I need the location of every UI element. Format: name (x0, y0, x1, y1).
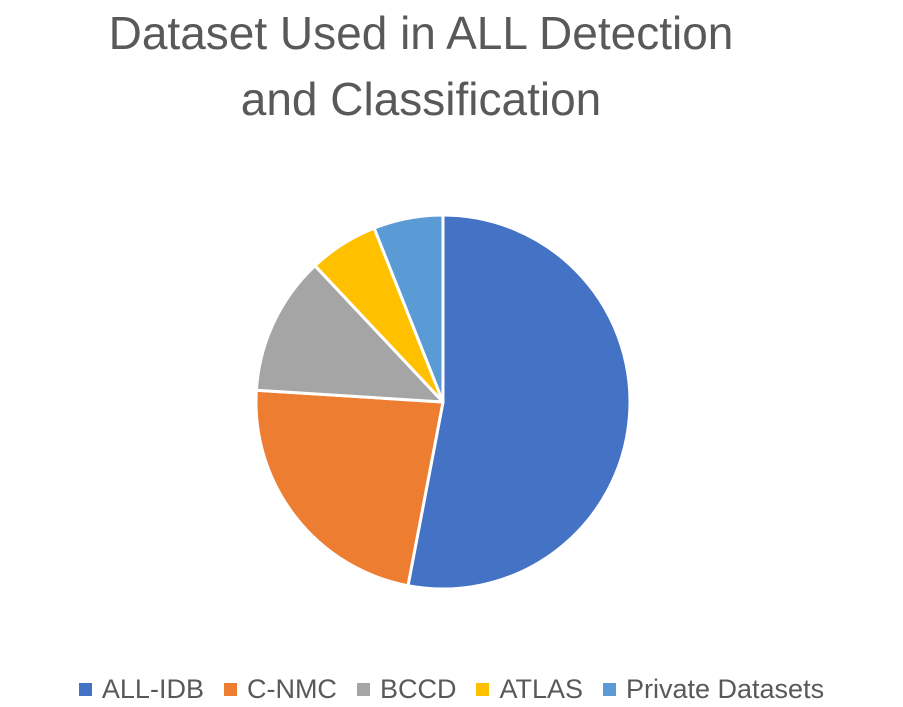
chart-legend: ALL-IDB C-NMC BCCD ATLAS Private Datasets (0, 672, 903, 706)
legend-swatch-atlas (476, 682, 490, 696)
pie-slice-all-idb (406, 213, 632, 591)
legend-label-bccd: BCCD (379, 674, 457, 704)
legend-swatch-bccd (356, 682, 370, 696)
legend-item-all-idb: ALL-IDB (78, 672, 204, 706)
pie-slice-c-nmc (254, 388, 445, 588)
chart-title-line-1: Dataset Used in ALL Detection (108, 7, 734, 59)
legend-label-private-datasets: Private Datasets (625, 674, 825, 704)
legend-item-private-datasets: Private Datasets (602, 672, 825, 706)
legend-label-atlas: ATLAS (499, 674, 583, 704)
legend-label-c-nmc: C-NMC (246, 674, 337, 704)
pie-slices (254, 213, 632, 591)
chart-title-line-2: and Classification (240, 73, 602, 125)
legend-swatch-all-idb (78, 682, 92, 696)
pie-slice-bccd (254, 264, 445, 404)
pie-slice-private-datasets (372, 213, 445, 404)
legend-item-atlas: ATLAS (476, 672, 583, 706)
legend-item-c-nmc: C-NMC (223, 672, 337, 706)
legend-item-bccd: BCCD (356, 672, 457, 706)
legend-swatch-c-nmc (223, 682, 237, 696)
chart-title: Dataset Used in ALL Detection and Classi… (0, 0, 842, 132)
legend-swatch-private-datasets (602, 682, 616, 696)
legend-label-all-idb: ALL-IDB (101, 674, 204, 704)
